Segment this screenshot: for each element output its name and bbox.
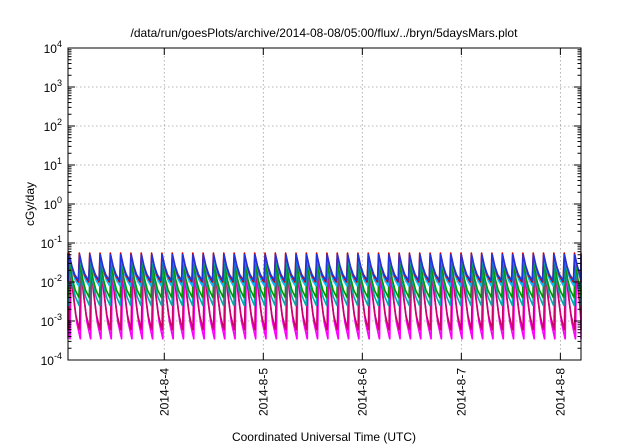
x-tick-label: 2014-8-4	[157, 368, 171, 416]
x-tick-label: 2014-8-7	[454, 368, 468, 416]
y-axis-label: cGy/day	[23, 182, 37, 226]
y-tick-label: 102	[44, 117, 62, 134]
y-tick-label: 10-4	[41, 351, 62, 368]
y-tick-label: 103	[44, 78, 62, 95]
series-group	[67, 252, 582, 340]
y-tick-label: 101	[44, 156, 62, 173]
x-tick-label: 2014-8-6	[355, 368, 369, 416]
x-axis-label: Coordinated Universal Time (UTC)	[232, 430, 416, 444]
y-axis: 10-4 10-3 10-2 10-1 100 101 102 103 104	[41, 39, 581, 368]
series-line	[67, 265, 582, 307]
y-tick-label: 10-3	[41, 312, 62, 329]
x-tick-label: 2014-8-8	[553, 368, 567, 416]
series-line	[67, 253, 582, 282]
x-axis: 2014-8-4 2014-8-5 2014-8-6 2014-8-7 2014-8-8	[157, 48, 567, 416]
y-tick-label: 10-2	[41, 273, 62, 290]
x-tick-label: 2014-8-5	[256, 368, 270, 416]
chart-title: /data/run/goesPlots/archive/2014-08-08/0…	[131, 26, 519, 40]
series-line	[67, 262, 582, 331]
y-tick-label: 100	[44, 195, 62, 212]
y-tick-label: 10-1	[41, 234, 62, 251]
y-tick-label: 104	[44, 39, 62, 56]
series-line	[67, 262, 582, 299]
